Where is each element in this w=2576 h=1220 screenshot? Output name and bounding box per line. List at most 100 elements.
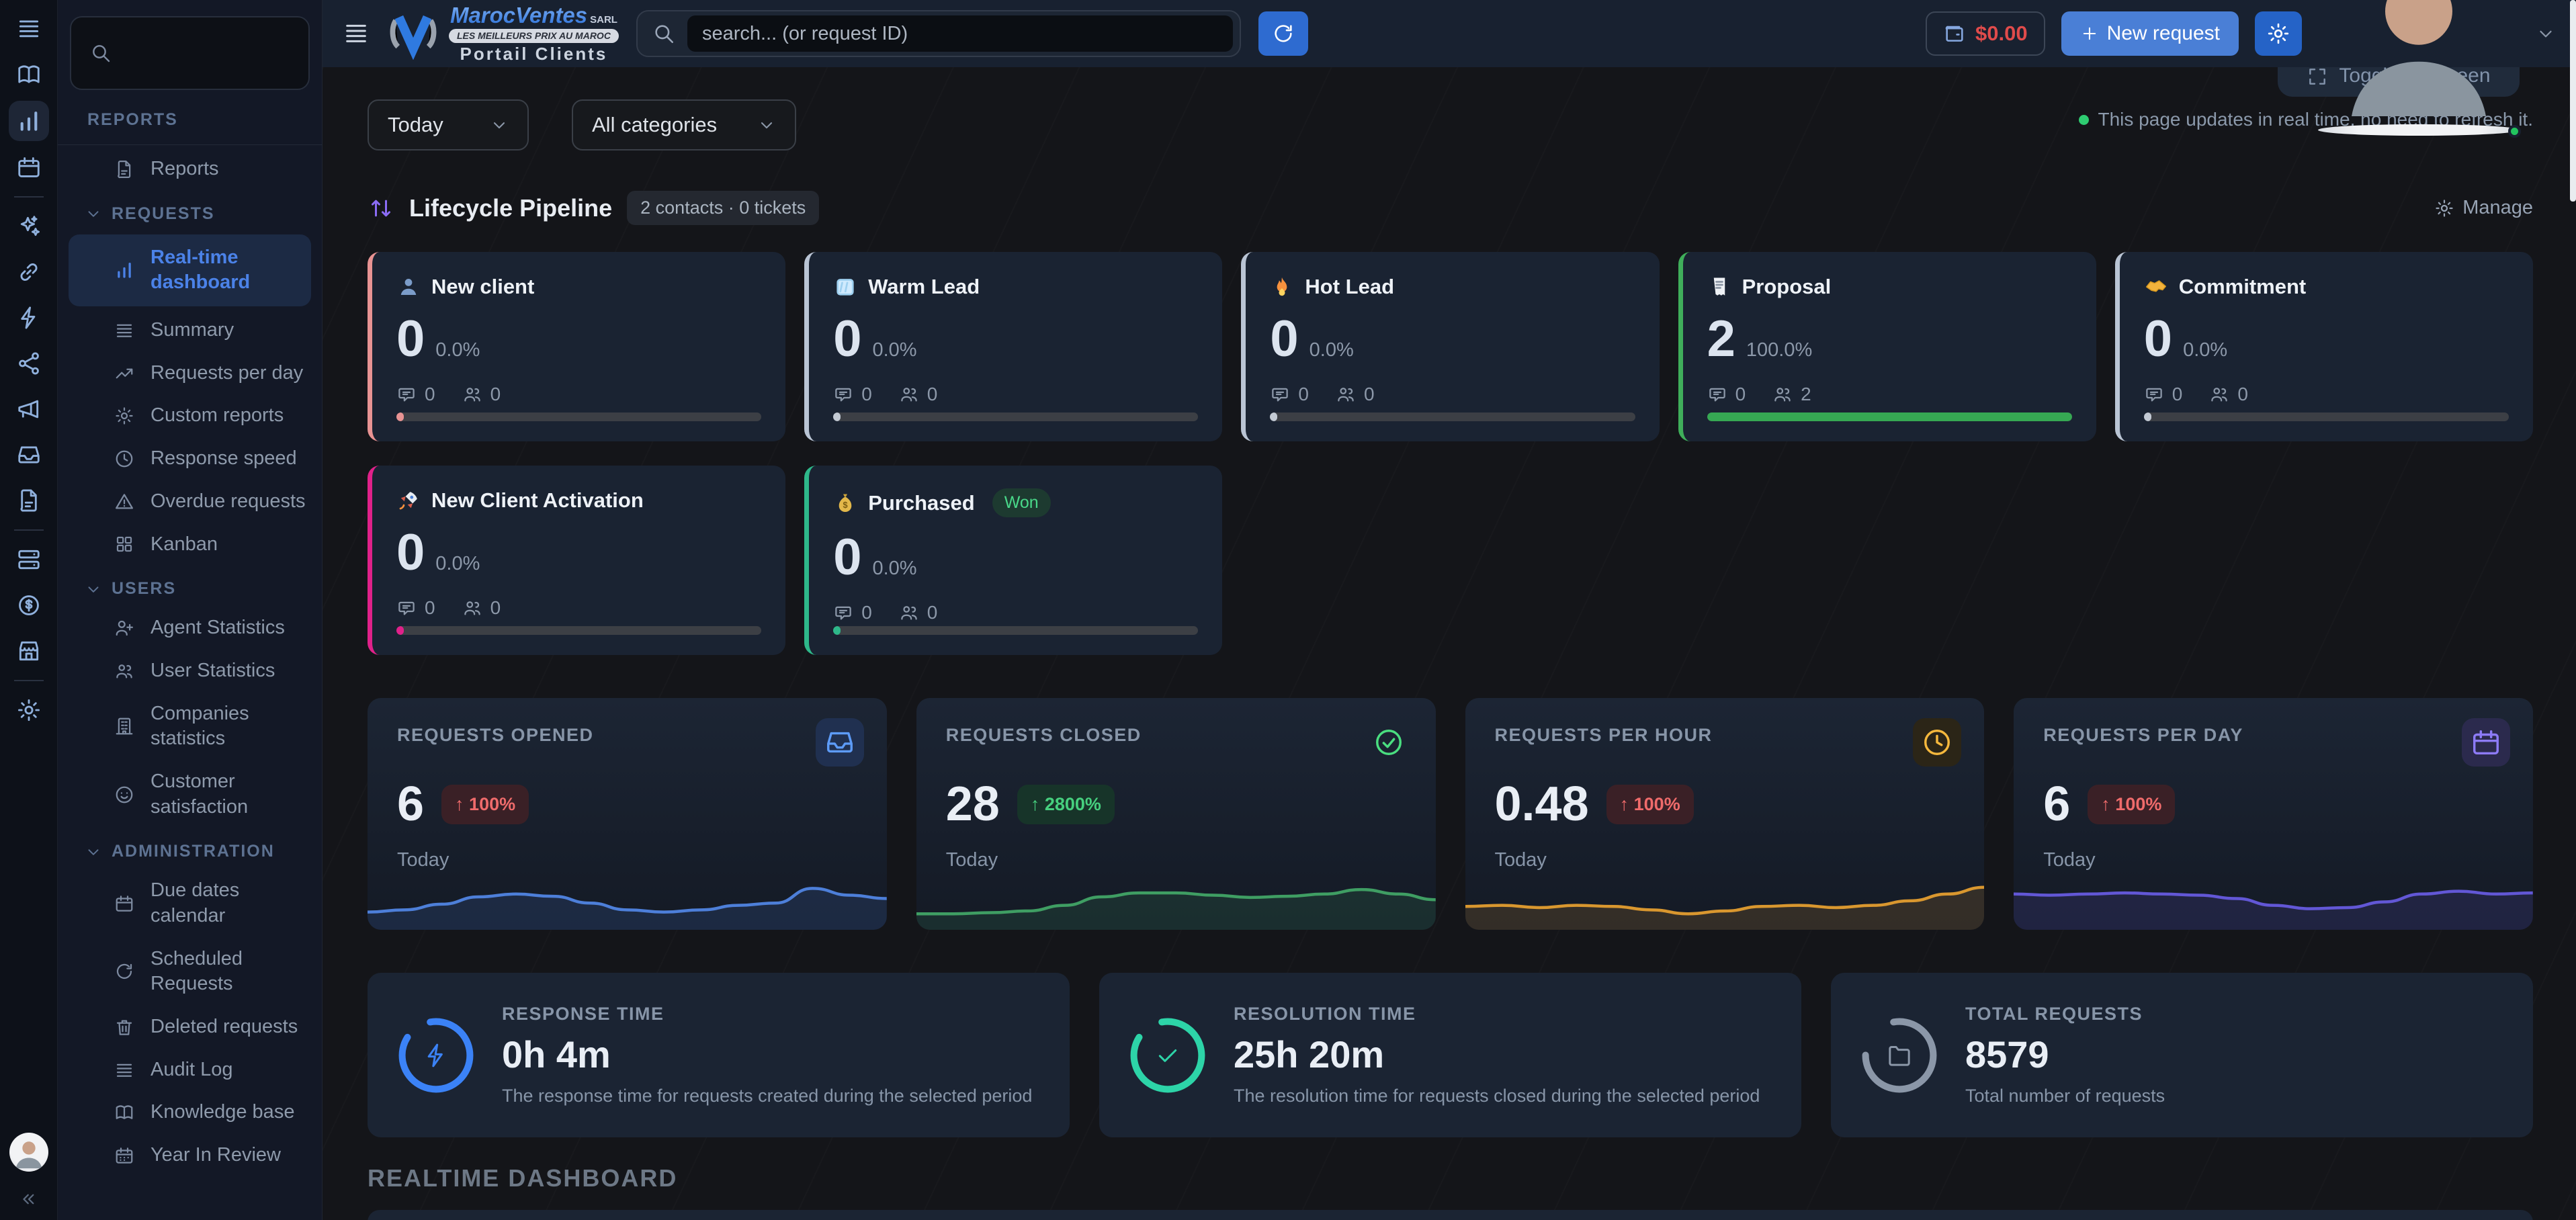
scrollbar-thumb[interactable] [2570,0,2576,202]
avatar [2318,0,2520,136]
calendar-days-icon [114,1145,134,1166]
hamburger-icon[interactable] [343,20,370,47]
flame-icon [1270,275,1294,299]
sidebar-item-due-dates-calendar[interactable]: Due dates calendar [58,869,322,937]
trash-icon [114,1017,134,1037]
user-avatar[interactable] [2318,0,2521,138]
global-search[interactable] [636,10,1241,57]
stat-card-requests-opened[interactable]: REQUESTS OPENED 6 ↑ 100% Today [368,698,887,930]
collapse-sidebar-icon[interactable] [19,1189,39,1209]
sidebar-search[interactable] [70,16,377,90]
manage-pipeline-button[interactable]: Manage [2434,197,2533,219]
server-icon[interactable] [16,547,42,572]
contacts-icon [1336,384,1356,404]
progress-bar [1270,412,1635,421]
new-request-button[interactable]: New request [2061,11,2239,56]
sidebar-item-audit-log[interactable]: Audit Log [58,1049,322,1092]
sidebar-item-customer-satisfaction[interactable]: Customer satisfaction [58,760,322,828]
stats-grid: REQUESTS OPENED 6 ↑ 100% Today REQUESTS C… [368,698,2533,930]
sidebar-item-reports[interactable]: Reports [58,148,322,191]
clock-icon [1913,718,1962,767]
stat-card-requests-per-day[interactable]: REQUESTS PER DAY 6 ↑ 100% Today [2014,698,2533,930]
sidebar-item-deleted-requests[interactable]: Deleted requests [58,1006,322,1049]
search-input[interactable] [701,22,1218,45]
sidebar-item-custom-reports[interactable]: Custom reports [58,394,322,437]
user-plus-icon [114,618,134,638]
list-icon [114,320,134,341]
store-icon[interactable] [16,638,42,664]
dollar-icon[interactable] [16,593,42,618]
gear-icon [2434,198,2454,218]
sparkles-icon[interactable] [16,214,42,239]
main-content: This page updates in real time, no need … [323,67,2576,1220]
wallet-balance[interactable]: $0.00 [1926,11,2045,56]
file-icon[interactable] [16,488,42,513]
sidebar-item-requests-per-day[interactable]: Requests per day [58,352,322,395]
sidebar-item-overdue-requests[interactable]: Overdue requests [58,480,322,523]
sidebar: REPORTS Reports REQUESTS Real-time dashb… [58,0,377,1220]
handshake-icon [2144,275,2168,299]
period-filter-dropdown[interactable]: Today [368,99,529,150]
online-status-dot [2508,124,2521,138]
ice-icon [833,275,857,299]
wallet-amount: $0.00 [1975,21,2028,45]
sidebar-item-scheduled-requests[interactable]: Scheduled Requests [58,938,322,1006]
sidebar-item-user-statistics[interactable]: User Statistics [58,650,322,693]
refresh-button[interactable] [1258,11,1308,56]
stat-card-requests-per-hour[interactable]: REQUESTS PER HOUR 0.48 ↑ 100% Today [1465,698,1985,930]
contacts-icon [2209,384,2229,404]
sidebar-item-companies-statistics[interactable]: Companies statistics [58,693,322,760]
stat-card-requests-closed[interactable]: REQUESTS CLOSED 28 ↑ 2800% Today [916,698,1436,930]
comments-icon [396,384,417,404]
book-icon[interactable] [16,62,42,87]
total-requests-card: TOTAL REQUESTS 8579 Total number of reques… [1831,973,2533,1137]
search-icon [90,42,112,64]
megaphone-icon[interactable] [16,396,42,422]
calendar-icon[interactable] [16,155,42,180]
sidebar-item-realtime-dashboard[interactable]: Real-time dashboard [69,234,311,307]
inbox-icon[interactable] [16,442,42,468]
trend-icon [114,363,134,384]
warning-icon [114,492,134,512]
logo: MarocVentes SARL LES MEILLEURS PRIX AU MA… [387,4,619,64]
sidebar-item-kanban[interactable]: Kanban [58,523,322,566]
sidebar-section-requests[interactable]: REQUESTS [58,191,322,232]
avatar[interactable] [9,1133,48,1172]
rail-item-dashboard[interactable] [8,101,49,141]
menu-icon[interactable] [16,16,42,42]
sidebar-search-input[interactable] [124,42,377,64]
receipt-icon [1707,275,1731,299]
sidebar-item-summary[interactable]: Summary [58,309,322,352]
zap-icon[interactable] [16,305,42,331]
sidebar-item-year-in-review[interactable]: Year In Review [58,1134,322,1177]
sidebar-item-knowledge-base[interactable]: Knowledge base [58,1091,322,1134]
share-icon[interactable] [16,351,42,376]
calendar-icon [2462,718,2510,767]
partial-card [368,1210,2533,1220]
link-icon[interactable] [16,259,42,285]
category-filter-dropdown[interactable]: All categories [572,99,797,150]
inbox-icon [815,718,864,767]
brand-subtitle: Portail Clients [460,44,608,64]
sidebar-item-response-speed[interactable]: Response speed [58,437,322,480]
building-icon [114,716,134,736]
sidebar-item-agent-statistics[interactable]: Agent Statistics [58,607,322,650]
scrollbar[interactable] [2570,0,2576,1220]
sparkline-chart [2014,855,2533,930]
gear-icon[interactable] [16,697,42,723]
divider [13,680,44,681]
green-dot-icon [2078,114,2089,125]
contacts-icon [462,384,482,404]
chevron-down-icon[interactable] [2536,24,2556,44]
settings-button[interactable] [2255,11,2302,56]
sidebar-section-administration[interactable]: ADMINISTRATION [58,828,322,869]
sidebar-section-users[interactable]: USERS [58,566,322,607]
icon-rail [0,0,58,1220]
